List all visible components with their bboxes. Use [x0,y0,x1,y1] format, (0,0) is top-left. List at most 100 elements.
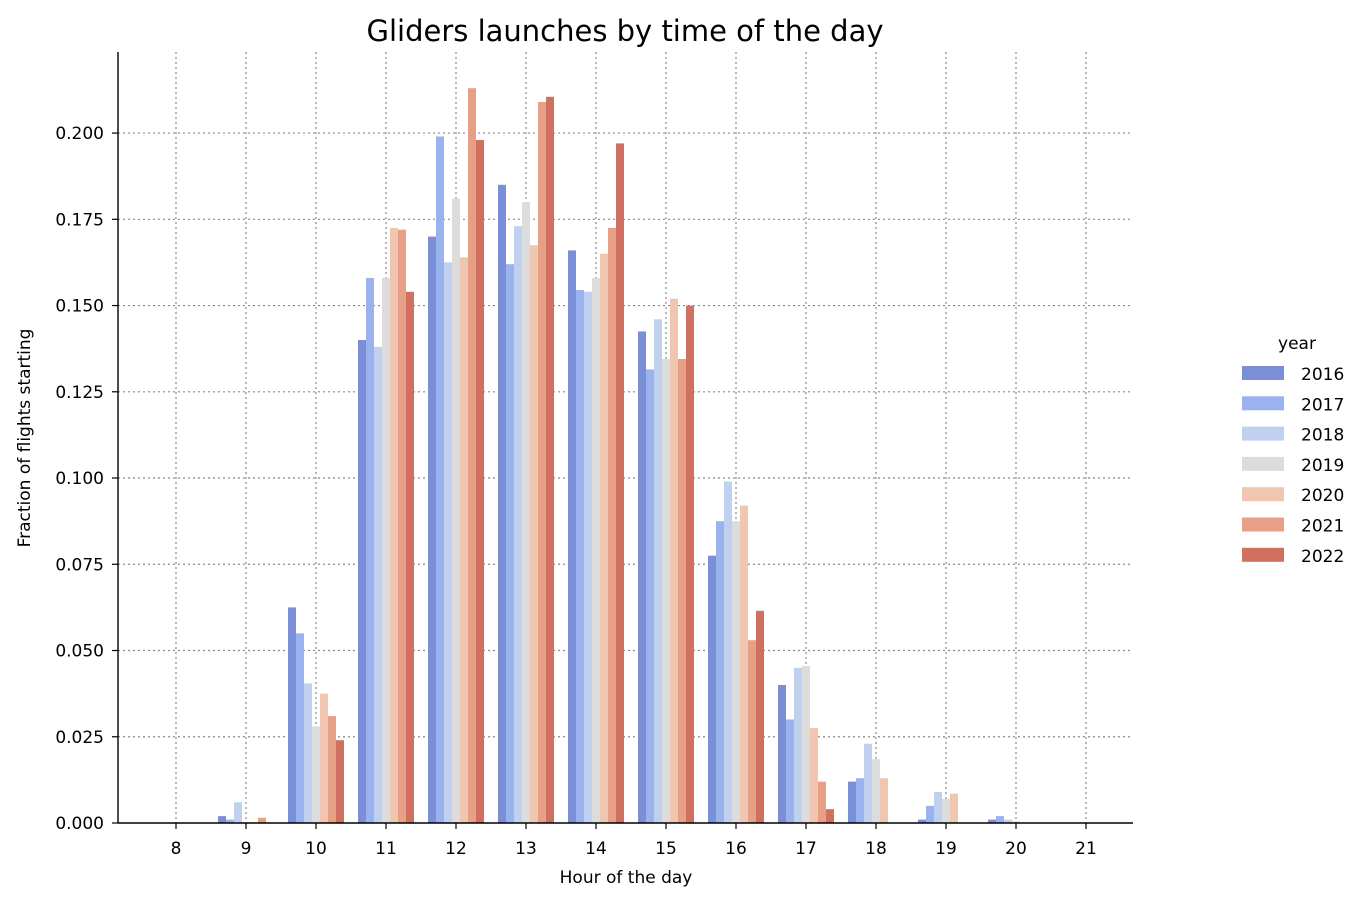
bar-2018-12 [444,262,452,823]
bar-2017-16 [716,521,724,823]
legend-label-2018: 2018 [1301,426,1344,446]
y-tick-label: 0.100 [55,469,104,489]
bar-2020-16 [740,505,748,823]
bar-2019-11 [382,278,390,823]
bar-2018-9 [234,802,242,823]
bar-2016-14 [568,250,576,823]
legend-label-2021: 2021 [1301,517,1344,537]
bar-2022-10 [336,740,344,823]
bar-2020-18 [880,778,888,823]
bar-2017-11 [366,278,374,823]
bar-2019-18 [872,759,880,823]
x-tick-label: 17 [795,839,817,859]
y-tick-label: 0.150 [55,297,104,317]
bar-2017-10 [296,633,304,823]
legend-swatch-2019 [1242,456,1284,471]
bar-2021-15 [678,359,686,823]
bar-2022-13 [546,96,554,824]
x-tick-label: 9 [241,839,252,859]
bar-2018-16 [724,481,732,823]
bar-2018-10 [304,683,312,823]
bar-2016-12 [428,236,436,824]
bar-2022-12 [476,140,484,823]
bar-2017-15 [646,369,654,823]
x-tick-label: 21 [1075,839,1097,859]
legend-label-2019: 2019 [1301,456,1344,476]
bar-2016-18 [848,781,856,823]
legend-swatch-2016 [1242,366,1284,380]
bar-2016-20 [988,819,996,823]
legend-title: year [1278,334,1316,354]
bar-2021-10 [328,716,336,823]
bar-2017-9 [226,819,234,823]
bar-2021-9 [258,817,266,823]
x-tick-label: 13 [515,839,537,859]
bar-2018-11 [374,346,382,823]
chart-title: Gliders launches by time of the day [366,14,883,48]
x-tick-label: 10 [305,839,327,859]
bar-2019-19 [942,798,950,823]
bar-2018-15 [654,319,662,823]
bar-2019-14 [592,278,600,823]
legend-swatch-2020 [1242,487,1284,502]
legend-label-2022: 2022 [1301,547,1344,567]
x-tick-label: 12 [445,839,467,859]
bar-2016-13 [498,184,506,824]
bar-2018-18 [864,743,872,823]
bar-2018-14 [584,291,592,823]
bar-2017-17 [786,719,794,823]
bar-2021-12 [468,88,476,823]
bar-2020-10 [320,693,328,823]
legend-label-2020: 2020 [1301,486,1344,506]
bar-2017-14 [576,290,584,823]
bar-2016-17 [778,685,786,823]
legend-swatch-2022 [1242,547,1284,562]
bar-2016-15 [638,331,646,823]
bar-2020-15 [670,298,678,823]
x-tick-label: 11 [375,839,397,859]
y-tick-label: 0.075 [55,555,104,575]
bar-2017-18 [856,778,864,823]
x-ticks: 8 9 10 11 12 13 14 15 16 17 18 19 20 21 [171,823,1097,859]
axes [117,52,1133,824]
y-tick-label: 0.025 [55,728,104,748]
bar-2020-12 [460,257,468,823]
bar-2018-20 [1004,819,1012,823]
bar-2017-12 [436,136,444,823]
x-axis-label: Hour of the day [560,868,693,888]
bar-2018-17 [794,667,802,823]
bar-2020-14 [600,253,608,824]
bar-2021-11 [398,229,406,823]
bar-2016-16 [708,555,716,823]
bar-2017-19 [926,805,934,823]
bar-2022-15 [686,305,694,824]
bar-2016-9 [218,816,226,823]
bar-2021-17 [818,781,826,823]
bar-2022-16 [756,610,764,823]
bar-2016-19 [918,819,926,823]
bar-2017-13 [506,264,514,823]
bar-2019-12 [452,198,460,824]
y-tick-label: 0.175 [55,210,104,230]
legend: year 2016 2017 2018 2019 2020 2021 2022 [1242,334,1344,567]
bar-2019-20 [1012,821,1020,823]
bar-2019-16 [732,521,740,823]
bar-2021-14 [608,227,616,823]
bar-2022-17 [826,809,834,823]
x-tick-label: 8 [171,839,182,859]
bar-2022-14 [616,143,624,823]
x-tick-label: 19 [935,839,957,859]
grid [118,52,1133,823]
bar-2021-16 [748,640,756,823]
x-tick-label: 16 [725,839,747,859]
bar-2021-13 [538,102,546,823]
y-tick-label: 0.050 [55,642,104,662]
x-tick-label: 14 [585,839,607,859]
bar-2019-13 [522,202,530,824]
bar-2020-11 [390,227,398,823]
bar-2020-19 [950,793,958,823]
bars [218,88,1020,824]
x-tick-label: 20 [1005,839,1027,859]
bar-2019-10 [312,726,320,823]
